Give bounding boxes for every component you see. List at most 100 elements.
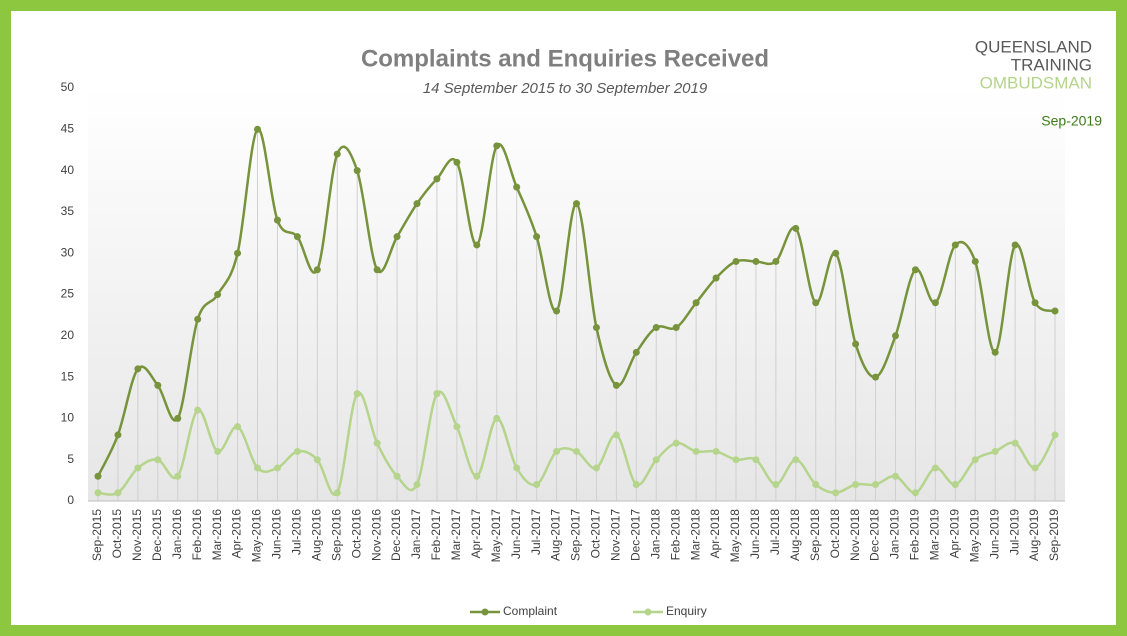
x-tick-label: Aug-2017 xyxy=(549,509,563,561)
y-tick-label: 15 xyxy=(61,369,75,383)
point xyxy=(553,447,561,455)
legend-label: Enquiry xyxy=(666,604,707,618)
x-tick-label: Jul-2016 xyxy=(290,509,304,555)
point xyxy=(1051,307,1059,315)
x-tick-label: Oct-2016 xyxy=(349,509,363,559)
point xyxy=(313,266,321,274)
point xyxy=(493,414,501,422)
x-tick-label: Nov-2015 xyxy=(130,509,144,561)
point xyxy=(652,456,660,464)
point xyxy=(473,241,481,249)
point xyxy=(194,315,202,323)
point xyxy=(892,472,899,480)
point xyxy=(313,456,321,464)
point xyxy=(134,464,142,472)
point xyxy=(413,200,421,208)
logo-line: TRAINING xyxy=(1011,55,1092,74)
x-tick-label: Oct-2017 xyxy=(589,509,603,559)
point xyxy=(991,447,999,455)
legend-marker xyxy=(481,608,489,616)
date-label: Sep-2019 xyxy=(1041,113,1102,129)
point xyxy=(612,431,620,439)
point xyxy=(174,414,182,422)
point xyxy=(672,439,680,447)
point xyxy=(752,456,760,464)
point xyxy=(692,299,700,307)
point xyxy=(892,332,899,340)
x-tick-label: Jan-2018 xyxy=(648,509,662,559)
point xyxy=(393,472,401,480)
point xyxy=(333,489,341,497)
point xyxy=(533,480,541,488)
y-tick-label: 20 xyxy=(61,328,75,342)
point xyxy=(692,447,700,455)
point xyxy=(154,456,162,464)
x-tick-label: Aug-2019 xyxy=(1027,509,1041,561)
x-tick-label: Nov-2017 xyxy=(609,509,623,561)
point xyxy=(94,472,102,480)
point xyxy=(214,291,222,298)
point xyxy=(234,249,242,257)
x-tick-label: May-2018 xyxy=(728,509,742,563)
point xyxy=(553,307,561,315)
x-tick-label: Feb-2019 xyxy=(908,509,922,561)
x-tick-label: Sep-2019 xyxy=(1047,509,1061,561)
point xyxy=(971,456,979,464)
point xyxy=(1011,241,1019,249)
x-tick-label: Jun-2016 xyxy=(270,509,284,559)
point xyxy=(632,348,640,356)
point xyxy=(273,216,281,224)
point xyxy=(353,167,361,175)
point xyxy=(712,274,720,282)
point xyxy=(533,233,541,241)
point xyxy=(931,299,939,307)
point xyxy=(134,365,142,373)
point xyxy=(592,464,600,472)
point xyxy=(911,266,919,274)
x-tick-label: Sep-2015 xyxy=(90,509,104,561)
point xyxy=(812,480,820,488)
point xyxy=(373,266,381,274)
point xyxy=(433,175,441,183)
point xyxy=(772,480,780,488)
x-tick-label: Jun-2019 xyxy=(987,509,1001,559)
point xyxy=(573,200,580,208)
x-tick-label: Feb-2016 xyxy=(190,509,204,561)
point xyxy=(612,381,620,389)
x-tick-label: Aug-2016 xyxy=(309,509,323,561)
point xyxy=(513,183,521,191)
x-tick-label: Feb-2017 xyxy=(429,509,443,561)
x-tick-label: Nov-2018 xyxy=(848,509,862,561)
point xyxy=(951,241,959,249)
x-tick-label: Sep-2018 xyxy=(808,509,822,561)
point xyxy=(812,299,820,307)
point xyxy=(991,348,999,356)
x-tick-label: May-2017 xyxy=(489,509,503,563)
point xyxy=(832,249,840,257)
y-tick-label: 30 xyxy=(61,245,75,259)
y-tick-label: 35 xyxy=(61,204,75,218)
point xyxy=(592,324,600,332)
x-tick-label: Jan-2017 xyxy=(409,509,423,559)
x-tick-label: Sep-2017 xyxy=(569,509,583,561)
point xyxy=(214,447,222,455)
point xyxy=(911,489,919,497)
x-tick-label: May-2019 xyxy=(967,509,981,563)
point xyxy=(732,456,740,464)
logo-line: OMBUDSMAN xyxy=(980,73,1092,92)
x-tick-label: Apr-2016 xyxy=(230,509,244,559)
y-tick-label: 45 xyxy=(61,121,75,135)
point xyxy=(114,489,122,497)
x-tick-label: Mar-2017 xyxy=(449,509,463,561)
y-tick-label: 25 xyxy=(61,287,75,301)
point xyxy=(931,464,939,472)
point xyxy=(712,447,720,455)
point xyxy=(293,447,301,455)
point xyxy=(114,431,122,439)
point xyxy=(273,464,281,472)
x-tick-label: Mar-2018 xyxy=(688,509,702,561)
point xyxy=(293,233,301,241)
x-tick-label: Dec-2017 xyxy=(628,509,642,561)
x-tick-label: Jun-2017 xyxy=(509,509,523,559)
point xyxy=(852,340,860,348)
